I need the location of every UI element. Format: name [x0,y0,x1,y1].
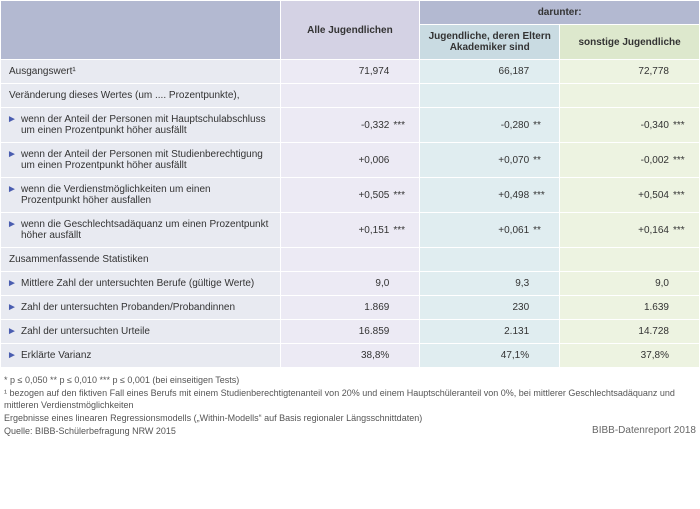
r2-c3: -0,002*** [560,143,700,178]
baseline-row: Ausgangswert¹ 71,974 66,187 72,778 [1,60,700,84]
arrow-icon: ► [7,350,17,361]
r3-c3: +0,504*** [560,178,700,213]
s3-label: ►Zahl der untersuchten Urteile [1,320,281,344]
r2-label: ►wenn der Anteil der Personen mit Studie… [1,143,281,178]
arrow-icon: ► [7,278,17,289]
stats-row-3: ►Zahl der untersuchten Urteile 16.859 2.… [1,320,700,344]
change-section-row: Veränderung dieses Wertes (um .... Proze… [1,84,700,108]
baseline-c1: 71,974 [280,60,420,84]
s4-c2: 47,1% [420,344,560,368]
change-row-1: ►wenn der Anteil der Personen mit Haupts… [1,108,700,143]
change-row-4: ►wenn die Geschlechtsadäquanz um einen P… [1,213,700,248]
r3-c1: +0,505*** [280,178,420,213]
change-header: Veränderung dieses Wertes (um .... Proze… [1,84,281,108]
footnote-2: Ergebnisse eines linearen Regressionsmod… [4,412,696,425]
r2-c2: +0,070** [420,143,560,178]
darunter-header: darunter: [420,1,700,25]
baseline-c3: 72,778 [560,60,700,84]
baseline-c2: 66,187 [420,60,560,84]
r3-c2: +0,498*** [420,178,560,213]
credit-text: BIBB-Datenreport 2018 [435,424,696,438]
r4-c3: +0,164*** [560,213,700,248]
footnotes: * p ≤ 0,050 ** p ≤ 0,010 *** p ≤ 0,001 (… [0,368,700,440]
change-row-2: ►wenn der Anteil der Personen mit Studie… [1,143,700,178]
s3-c2: 2.131 [420,320,560,344]
footnote-sig: * p ≤ 0,050 ** p ≤ 0,010 *** p ≤ 0,001 (… [4,374,696,387]
arrow-icon: ► [7,219,17,230]
s4-c1: 38,8% [280,344,420,368]
source-text: Quelle: BIBB-Schülerbefragung NRW 2015 [4,424,435,438]
header-blank [1,1,281,60]
s2-c2: 230 [420,296,560,320]
stats-row-4: ►Erklärte Varianz 38,8% 47,1% 37,8% [1,344,700,368]
r3-label: ►wenn die Verdienstmöglichkeiten um eine… [1,178,281,213]
stats-row-1: ►Mittlere Zahl der untersuchten Berufe (… [1,272,700,296]
col3-header: sonstige Jugendliche [560,25,700,60]
s2-c3: 1.639 [560,296,700,320]
r4-c1: +0,151*** [280,213,420,248]
stats-section-row: Zusammenfassende Statistiken [1,248,700,272]
footnote-1: ¹ bezogen auf den fiktiven Fall eines Be… [4,387,696,412]
s4-c3: 37,8% [560,344,700,368]
col1-header: Alle Jugendlichen [280,1,420,60]
arrow-icon: ► [7,149,17,160]
regression-table: Alle Jugendlichen darunter: Jugendliche,… [0,0,700,368]
s4-label: ►Erklärte Varianz [1,344,281,368]
s2-label: ►Zahl der untersuchten Probanden/Proband… [1,296,281,320]
s3-c3: 14.728 [560,320,700,344]
s1-c1: 9,0 [280,272,420,296]
r1-c2: -0,280** [420,108,560,143]
arrow-icon: ► [7,326,17,337]
arrow-icon: ► [7,114,17,125]
r1-c3: -0,340*** [560,108,700,143]
s1-c2: 9,3 [420,272,560,296]
s2-c1: 1.869 [280,296,420,320]
arrow-icon: ► [7,184,17,195]
r2-c1: +0,006 [280,143,420,178]
s1-c3: 9,0 [560,272,700,296]
s3-c1: 16.859 [280,320,420,344]
s1-label: ►Mittlere Zahl der untersuchten Berufe (… [1,272,281,296]
r4-label: ►wenn die Geschlechtsadäquanz um einen P… [1,213,281,248]
baseline-label: Ausgangswert¹ [1,60,281,84]
change-row-3: ►wenn die Verdienstmöglichkeiten um eine… [1,178,700,213]
r4-c2: +0,061** [420,213,560,248]
stats-row-2: ►Zahl der untersuchten Probanden/Proband… [1,296,700,320]
arrow-icon: ► [7,302,17,313]
col2-header: Jugendliche, deren Eltern Akademiker sin… [420,25,560,60]
stats-header: Zusammenfassende Statistiken [1,248,281,272]
header-row-1: Alle Jugendlichen darunter: [1,1,700,25]
r1-label: ►wenn der Anteil der Personen mit Haupts… [1,108,281,143]
r1-c1: -0,332*** [280,108,420,143]
